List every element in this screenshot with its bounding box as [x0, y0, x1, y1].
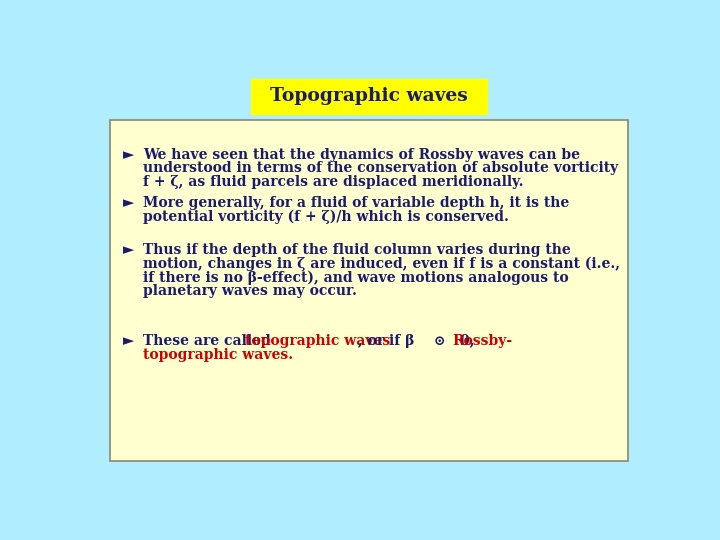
Text: topographic waves.: topographic waves. [143, 348, 293, 362]
Text: topographic waves: topographic waves [246, 334, 391, 348]
Text: Rossby-: Rossby- [452, 334, 512, 348]
FancyBboxPatch shape [251, 79, 487, 114]
Text: if there is no β-effect), and wave motions analogous to: if there is no β-effect), and wave motio… [143, 271, 568, 285]
Text: ►: ► [122, 244, 134, 258]
Text: We have seen that the dynamics of Rossby waves can be: We have seen that the dynamics of Rossby… [143, 148, 580, 162]
Text: motion, changes in ζ are induced, even if f is a constant (i.e.,: motion, changes in ζ are induced, even i… [143, 257, 620, 271]
Text: More generally, for a fluid of variable depth h, it is the: More generally, for a fluid of variable … [143, 195, 569, 210]
Text: understood in terms of the conservation of absolute vorticity: understood in terms of the conservation … [143, 161, 618, 176]
Text: Topographic waves: Topographic waves [270, 87, 468, 105]
Text: Thus if the depth of the fluid column varies during the: Thus if the depth of the fluid column va… [143, 244, 570, 258]
Text: ►: ► [122, 148, 134, 162]
Text: f + ζ, as fluid parcels are displaced meridionally.: f + ζ, as fluid parcels are displaced me… [143, 175, 523, 189]
FancyBboxPatch shape [110, 120, 628, 461]
Text: planetary waves may occur.: planetary waves may occur. [143, 284, 356, 298]
Text: ►: ► [122, 195, 134, 210]
Text: potential vorticity (f + ζ)/h which is conserved.: potential vorticity (f + ζ)/h which is c… [143, 209, 508, 224]
Text: These are called: These are called [143, 334, 275, 348]
Text: , or if β    ⊙   0,: , or if β ⊙ 0, [358, 334, 480, 348]
Text: ►: ► [122, 334, 134, 348]
